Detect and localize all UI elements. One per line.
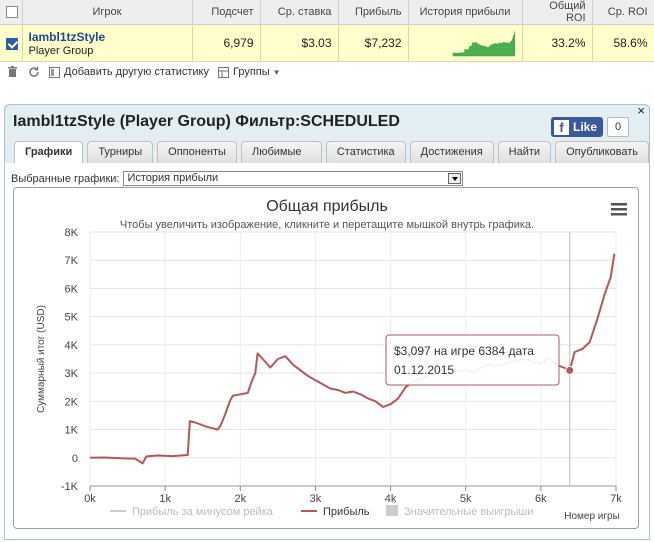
- graph-select[interactable]: История прибыли: [123, 171, 464, 186]
- tab-tournaments[interactable]: Турниры: [87, 141, 154, 163]
- y-tick-label: 5K: [65, 312, 79, 324]
- profit-history-sparkline: [408, 24, 523, 62]
- y-axis-label: Суммарный итог (USD): [36, 305, 47, 413]
- chart-subtitle: Чтобы увеличить изображение, кликните и …: [120, 219, 534, 231]
- tab-charts[interactable]: Графики: [14, 141, 84, 164]
- tooltip-box: [385, 334, 560, 386]
- chevron-down-icon: ▼: [272, 67, 281, 77]
- select-all-header[interactable]: [0, 0, 23, 25]
- y-tick-label: 8K: [65, 227, 79, 239]
- table-header-row: Игрок Подсчет Ср. ставка Прибыль История…: [0, 0, 654, 25]
- count-value: 6,979: [192, 24, 261, 62]
- player-type: Player Group: [28, 44, 94, 57]
- tab-favorite-games[interactable]: Любимые игры: [240, 141, 322, 179]
- legend-item-profit: Прибыль: [323, 506, 370, 518]
- x-tick-label: 4k: [385, 493, 397, 505]
- sparkline-area: [452, 30, 515, 56]
- graph-select-label: Выбранные графики:: [11, 172, 120, 185]
- x-tick-label: 7k: [610, 493, 622, 505]
- legend-item-rakeback: Прибыль за минусом рейка: [132, 506, 274, 518]
- panel-tabs: Графики Турниры Оппоненты Любимые игры С…: [14, 141, 649, 179]
- sparkline-graph: [452, 30, 515, 56]
- groups-label: Группы: [233, 66, 270, 78]
- facebook-like-button[interactable]: f Like: [550, 117, 603, 137]
- facebook-icon: f: [553, 119, 569, 135]
- y-tick-label: 6K: [65, 283, 79, 295]
- select-all-checkbox[interactable]: [6, 6, 18, 19]
- tab-publish[interactable]: Опубликовать: [555, 141, 649, 163]
- avg-roi-value: 58.6%: [592, 24, 654, 62]
- hover-point-marker: [565, 365, 575, 375]
- player-panel: Iambl1tzStyle (Player Group) Фильтр:SCHE…: [4, 103, 650, 540]
- legend-item-big-wins: Значительные выигрыши: [404, 506, 533, 518]
- close-icon[interactable]: ×: [637, 103, 645, 118]
- tab-achievements[interactable]: Достижения: [409, 141, 494, 163]
- y-tick-label: 2K: [65, 396, 79, 408]
- col-header-total-roi[interactable]: Общий ROI: [522, 0, 593, 25]
- profit-chart[interactable]: Общая прибыль Чтобы увеличить изображение…: [14, 188, 640, 530]
- x-tick-label: 1k: [159, 493, 171, 505]
- x-tick-label: 6k: [535, 493, 547, 505]
- panel-body: Выбранные графики: История прибыли Общая…: [5, 163, 649, 539]
- player-name-link[interactable]: Iambl1tzStyle: [28, 29, 106, 44]
- y-tick-label: 4K: [65, 340, 79, 352]
- stats-table: Игрок Подсчет Ср. ставка Прибыль История…: [0, 0, 654, 62]
- tooltip-line-2: 01.12.2015: [394, 363, 454, 377]
- y-tick-label: -1K: [61, 481, 79, 493]
- avg-stake-value: $3.03: [260, 24, 339, 62]
- player-cell[interactable]: Iambl1tzStyle Player Group: [22, 24, 193, 62]
- groups-icon: [217, 66, 230, 79]
- col-header-profit[interactable]: Прибыль: [338, 0, 409, 25]
- table-row[interactable]: Iambl1tzStyle Player Group 6,979 $3.03 $…: [0, 24, 654, 62]
- add-stats-label: Добавить другую статистику: [64, 66, 209, 78]
- col-header-avg-stake[interactable]: Ср. ставка: [260, 0, 339, 25]
- x-tick-label: 3k: [310, 493, 322, 505]
- trash-icon[interactable]: [6, 66, 19, 79]
- y-tick-label: 1K: [65, 425, 79, 437]
- tooltip-line-1: $3,097 на игре 6384 дата: [394, 344, 534, 358]
- profit-value: $7,232: [338, 24, 409, 62]
- x-tick-label: 5k: [460, 493, 472, 505]
- graph-select-row: Выбранные графики: История прибыли: [11, 171, 464, 186]
- chevron-down-icon[interactable]: [448, 173, 462, 184]
- col-header-profit-history[interactable]: История прибыли: [408, 0, 523, 25]
- tab-find[interactable]: Найти: [497, 141, 552, 163]
- tab-statistics[interactable]: Статистика: [325, 141, 406, 163]
- row-select-cell[interactable]: [0, 24, 23, 62]
- y-tick-label: 7K: [65, 255, 79, 267]
- row-checkbox[interactable]: [6, 37, 18, 50]
- total-roi-value: 33.2%: [522, 24, 593, 62]
- groups-dropdown[interactable]: Группы ▼: [217, 66, 281, 79]
- col-header-player[interactable]: Игрок: [22, 0, 193, 25]
- like-label: Like: [572, 120, 597, 134]
- panel-title: Iambl1tzStyle (Player Group) Фильтр:SCHE…: [13, 113, 400, 130]
- x-tick-label: 0k: [84, 493, 96, 505]
- table-toolbar: Добавить другую статистику Группы ▼: [0, 62, 654, 82]
- x-tick-label: 2k: [234, 493, 246, 505]
- refresh-icon[interactable]: [27, 66, 40, 79]
- legend-box-swatch: [386, 505, 398, 516]
- chart-container[interactable]: Общая прибыль Чтобы увеличить изображение…: [13, 187, 639, 529]
- chart-title: Общая прибыль: [266, 198, 388, 215]
- menu-icon[interactable]: [611, 203, 627, 216]
- x-axis-label: Номер игры: [564, 511, 620, 522]
- add-columns-icon: [48, 66, 61, 79]
- graph-select-value: История прибыли: [127, 172, 219, 184]
- col-header-count[interactable]: Подсчет: [192, 0, 261, 25]
- col-header-avg-roi[interactable]: Ср. ROI: [592, 0, 654, 25]
- like-count: 0: [607, 117, 629, 137]
- add-stats-button[interactable]: Добавить другую статистику: [48, 66, 209, 79]
- y-tick-label: 3K: [65, 368, 79, 380]
- tab-opponents[interactable]: Оппоненты: [157, 141, 237, 163]
- y-tick-label: 0: [72, 453, 78, 465]
